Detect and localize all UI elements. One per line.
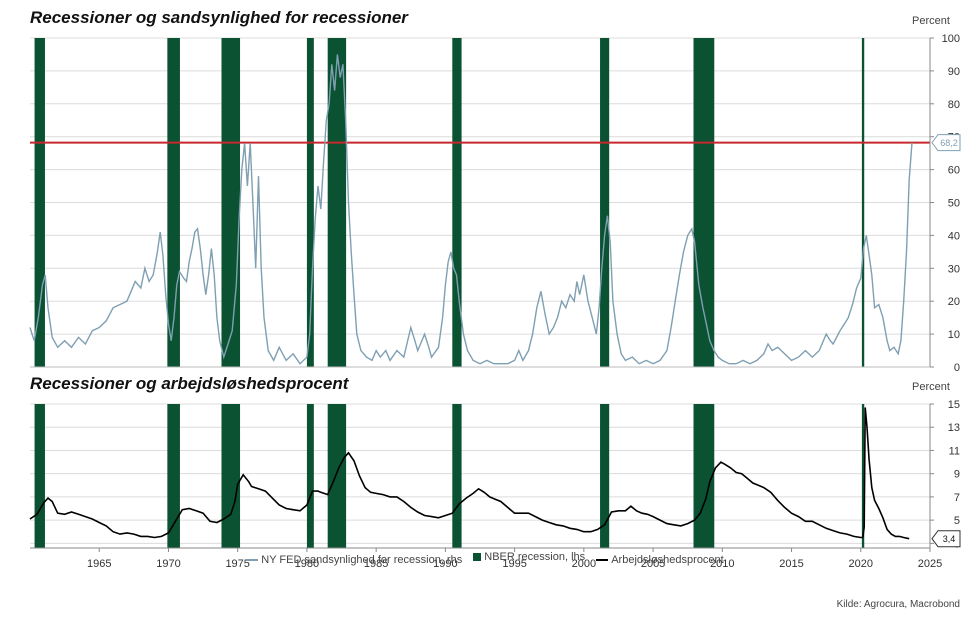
recession-bar-5 [327,38,347,367]
last-value-label: 3,4 [943,534,956,544]
source-note: Kilde: Agrocura, Macrobond [836,599,960,610]
legend-label-nber: NBER recession, lhs [484,551,586,563]
x-tick-label-1990: 1990 [433,558,457,570]
x-tick-label-1985: 1985 [364,558,388,570]
legend-item-unemployment: Arbejdsløshedsprocent [596,554,724,566]
recession-bar-1 [34,404,45,548]
legend-label-unemployment: Arbejdsløshedsprocent [611,554,724,566]
chart2-axes: 35791113153,4196519701975198019851990199… [30,399,961,570]
recession-bar-4 [306,404,314,548]
y-tick-label-40: 40 [948,230,960,242]
y-tick-label-90: 90 [948,66,960,78]
last-value-label: 68,2 [940,138,958,148]
y-tick-label-80: 80 [948,99,960,111]
legend-label-fed: NY FED sandsynlighed for recession, rhs [261,554,463,566]
last-value-box [931,530,961,548]
x-tick-label-1965: 1965 [87,558,111,570]
recession-bar-6 [452,404,462,548]
x-tick-label-1975: 1975 [225,558,249,570]
recession-bar-9 [861,38,865,367]
y-tick-label-9: 9 [954,469,960,481]
series-line-fed [29,54,913,365]
y-tick-label-7: 7 [954,492,960,504]
recession-bar-6 [452,38,462,367]
x-tick-label-2015: 2015 [779,558,803,570]
recession-bar-5 [327,404,347,548]
x-tick-label-1995: 1995 [502,558,526,570]
y-tick-label-100: 100 [942,33,960,45]
legend-swatch-nber [473,553,482,561]
chart2-series [29,407,910,540]
chart1-ylabel: Percent [912,15,950,27]
legend-item-fed: NY FED sandsynlighed for recession, rhs [246,554,462,566]
y-tick-label-60: 60 [948,165,960,177]
y-tick-label-11: 11 [949,445,960,457]
recession-bar-8 [693,38,715,367]
chart1-y-axis: 010203040506070809010068,2 [30,33,961,374]
series-line-unemployment [29,407,910,540]
chart1-gridlines [30,37,930,368]
legend: NY FED sandsynlighed for recession, rhs … [0,551,970,566]
x-tick-label-1970: 1970 [156,558,180,570]
chart2-title: Recessioner og arbejdsløshedsprocent [30,374,349,393]
legend-swatch-unemployment [596,559,609,561]
recession-bar-3 [221,404,241,548]
y-tick-label-5: 5 [954,515,960,527]
recession-bar-1 [34,38,45,367]
recession-bar-7 [600,38,610,367]
chart2-gridlines [30,403,930,544]
x-tick-label-2025: 2025 [918,558,942,570]
y-tick-label-30: 30 [948,263,960,275]
x-tick-label-2020: 2020 [849,558,873,570]
y-tick-label-10: 10 [948,329,960,341]
y-tick-label-50: 50 [948,198,960,210]
recession-bar-7 [600,404,610,548]
chart2-ylabel: Percent [912,381,950,393]
y-tick-label-15: 15 [948,399,960,411]
last-value-box [931,134,961,152]
chart1-series [29,54,930,365]
recession-bar-3 [221,38,241,367]
legend-item-nber: NBER recession, lhs [473,551,585,563]
recession-bar-2 [167,404,180,548]
x-tick-label-1980: 1980 [295,558,319,570]
y-tick-label-13: 13 [948,422,960,434]
last-value-callout: 3,4 [931,530,961,548]
chart2-recession-bars [34,404,865,548]
chart1-recession-bars [34,38,865,367]
y-tick-label-0: 0 [954,362,960,374]
y-tick-label-20: 20 [948,296,960,308]
legend-swatch-fed [246,559,259,561]
x-tick-label-2005: 2005 [641,558,665,570]
recession-bar-8 [693,404,715,548]
chart1-title: Recessioner og sandsynlighed for recessi… [30,8,408,27]
recession-bar-9 [861,404,865,548]
last-value-callout: 68,2 [931,134,961,152]
x-tick-label-2000: 2000 [572,558,596,570]
recession-bar-4 [306,38,314,367]
x-tick-label-2010: 2010 [710,558,734,570]
